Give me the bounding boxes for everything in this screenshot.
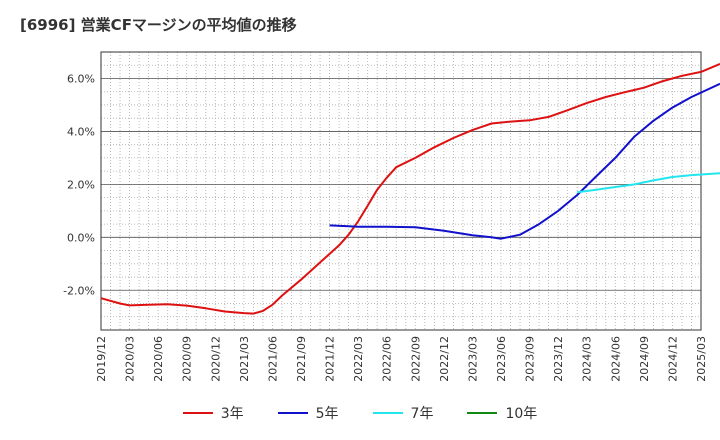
legend-swatch	[467, 412, 498, 414]
legend-item: 5年	[277, 403, 339, 423]
chart-legend: 3年 5年 7年 10年	[0, 403, 720, 423]
x-tick-label: 2023/12	[552, 336, 565, 382]
x-tick-label: 2021/03	[238, 336, 251, 382]
x-tick-label: 2020/03	[124, 336, 137, 382]
y-tick-label: -2.0%	[63, 284, 95, 297]
x-tick-label: 2024/09	[638, 336, 651, 382]
x-tick-label: 2019/12	[95, 336, 108, 382]
x-tick-label: 2025/03	[695, 336, 708, 382]
legend-swatch	[182, 412, 213, 414]
x-tick-label: 2022/12	[438, 336, 451, 382]
x-tick-label: 2024/03	[581, 336, 594, 382]
series-line	[577, 172, 720, 194]
x-tick-label: 2021/06	[266, 336, 279, 382]
chart-title: [6996] 営業CFマージンの平均値の推移	[20, 16, 297, 34]
x-tick-label: 2022/03	[352, 336, 365, 382]
legend-swatch	[277, 412, 308, 414]
series-line	[329, 82, 720, 240]
x-tick-label: 2022/09	[409, 336, 422, 382]
plot-area	[101, 52, 701, 330]
x-tick-label: 2024/06	[609, 336, 622, 382]
legend-label: 5年	[315, 406, 339, 422]
legend-item: 7年	[372, 403, 434, 423]
legend-swatch	[372, 412, 403, 414]
x-tick-label: 2024/12	[666, 336, 679, 382]
y-tick-label: 0.0%	[67, 231, 95, 244]
x-tick-label: 2023/03	[466, 336, 479, 382]
x-tick-label: 2022/06	[381, 336, 394, 382]
x-tick-label: 2021/12	[324, 336, 337, 382]
legend-label: 10年	[505, 406, 538, 422]
plot-frame	[100, 51, 702, 331]
legend-label: 7年	[410, 406, 434, 422]
legend-item: 3年	[182, 403, 244, 423]
series-line	[100, 62, 720, 315]
y-tick-label: 6.0%	[67, 72, 95, 85]
x-tick-label: 2020/12	[209, 336, 222, 382]
x-tick-label: 2023/09	[524, 336, 537, 382]
x-tick-label: 2021/09	[295, 336, 308, 382]
x-tick-label: 2023/06	[495, 336, 508, 382]
legend-item: 10年	[467, 403, 537, 423]
x-tick-label: 2020/09	[181, 336, 194, 382]
x-tick-label: 2020/06	[152, 336, 165, 382]
legend-label: 3年	[220, 406, 244, 422]
y-tick-label: 2.0%	[67, 178, 95, 191]
y-tick-label: 4.0%	[67, 125, 95, 138]
